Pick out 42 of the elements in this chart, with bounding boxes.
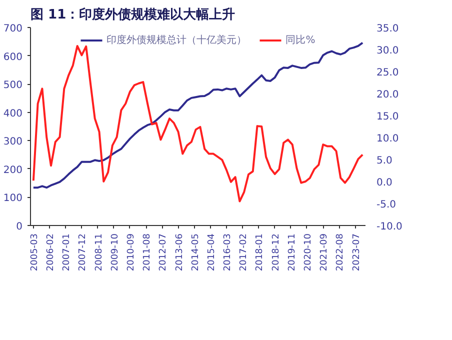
y2-tick-label: -5.0 <box>376 200 396 210</box>
y-tick-label: 0 <box>16 222 23 232</box>
x-tick-label: 2017-02 <box>239 233 250 272</box>
y2-tick-label: 20.0 <box>376 90 399 100</box>
y-tick-label: 700 <box>3 24 23 34</box>
y-tick-label: 600 <box>3 52 23 63</box>
x-tick-label: 2014-05 <box>190 233 201 272</box>
x-tick-label: 2021-09 <box>320 233 330 272</box>
x-tick-label: 2015-04 <box>206 233 217 272</box>
y-tick-label: 400 <box>3 108 23 120</box>
x-tick-label: 2010-09 <box>126 233 136 272</box>
y-tick-label: 200 <box>3 164 23 176</box>
x-tick-label: 2018-12 <box>271 233 282 272</box>
x-tick-label: 2006-02 <box>46 233 56 272</box>
y2-tick-label: -10.0 <box>376 222 402 232</box>
y-tick-label: 500 <box>3 80 23 92</box>
chart-title: 图 11：印度外债规模难以大幅上升 <box>30 6 236 22</box>
x-tick-label: 2011-08 <box>142 233 153 272</box>
legend-label: 同比% <box>286 34 316 47</box>
y2-tick-label: 0.0 <box>376 178 392 188</box>
x-tick-label: 2008-11 <box>94 233 104 272</box>
x-tick-label: 2018-01 <box>255 233 266 272</box>
y2-tick-label: 35.0 <box>376 24 399 34</box>
legend-label: 印度外债规模总计（十亿美元） <box>106 34 247 47</box>
y2-tick-label: 5.0 <box>376 156 392 166</box>
y-tick-label: 300 <box>3 136 23 148</box>
y2-tick-label: 25.0 <box>376 68 399 78</box>
x-tick-label: 2012-07 <box>158 233 169 272</box>
x-tick-label: 2013-06 <box>174 233 185 272</box>
x-tick-label: 2019-11 <box>287 233 298 272</box>
x-tick-label: 2020-10 <box>303 233 314 272</box>
x-tick-label: 2005-03 <box>30 233 40 272</box>
y2-tick-label: 30.0 <box>376 46 399 56</box>
x-tick-label: 2009-10 <box>110 233 120 272</box>
y-tick-label: 100 <box>3 193 23 204</box>
x-tick-label: 2022-08 <box>336 233 346 272</box>
x-tick-label: 2007-12 <box>78 233 88 272</box>
x-tick-label: 2007-01 <box>62 233 72 272</box>
x-tick-label: 2023-07 <box>352 233 362 272</box>
y2-tick-label: 10.0 <box>376 134 399 144</box>
x-tick-label: 2016-03 <box>223 233 234 272</box>
y2-tick-label: 15.0 <box>376 112 399 122</box>
